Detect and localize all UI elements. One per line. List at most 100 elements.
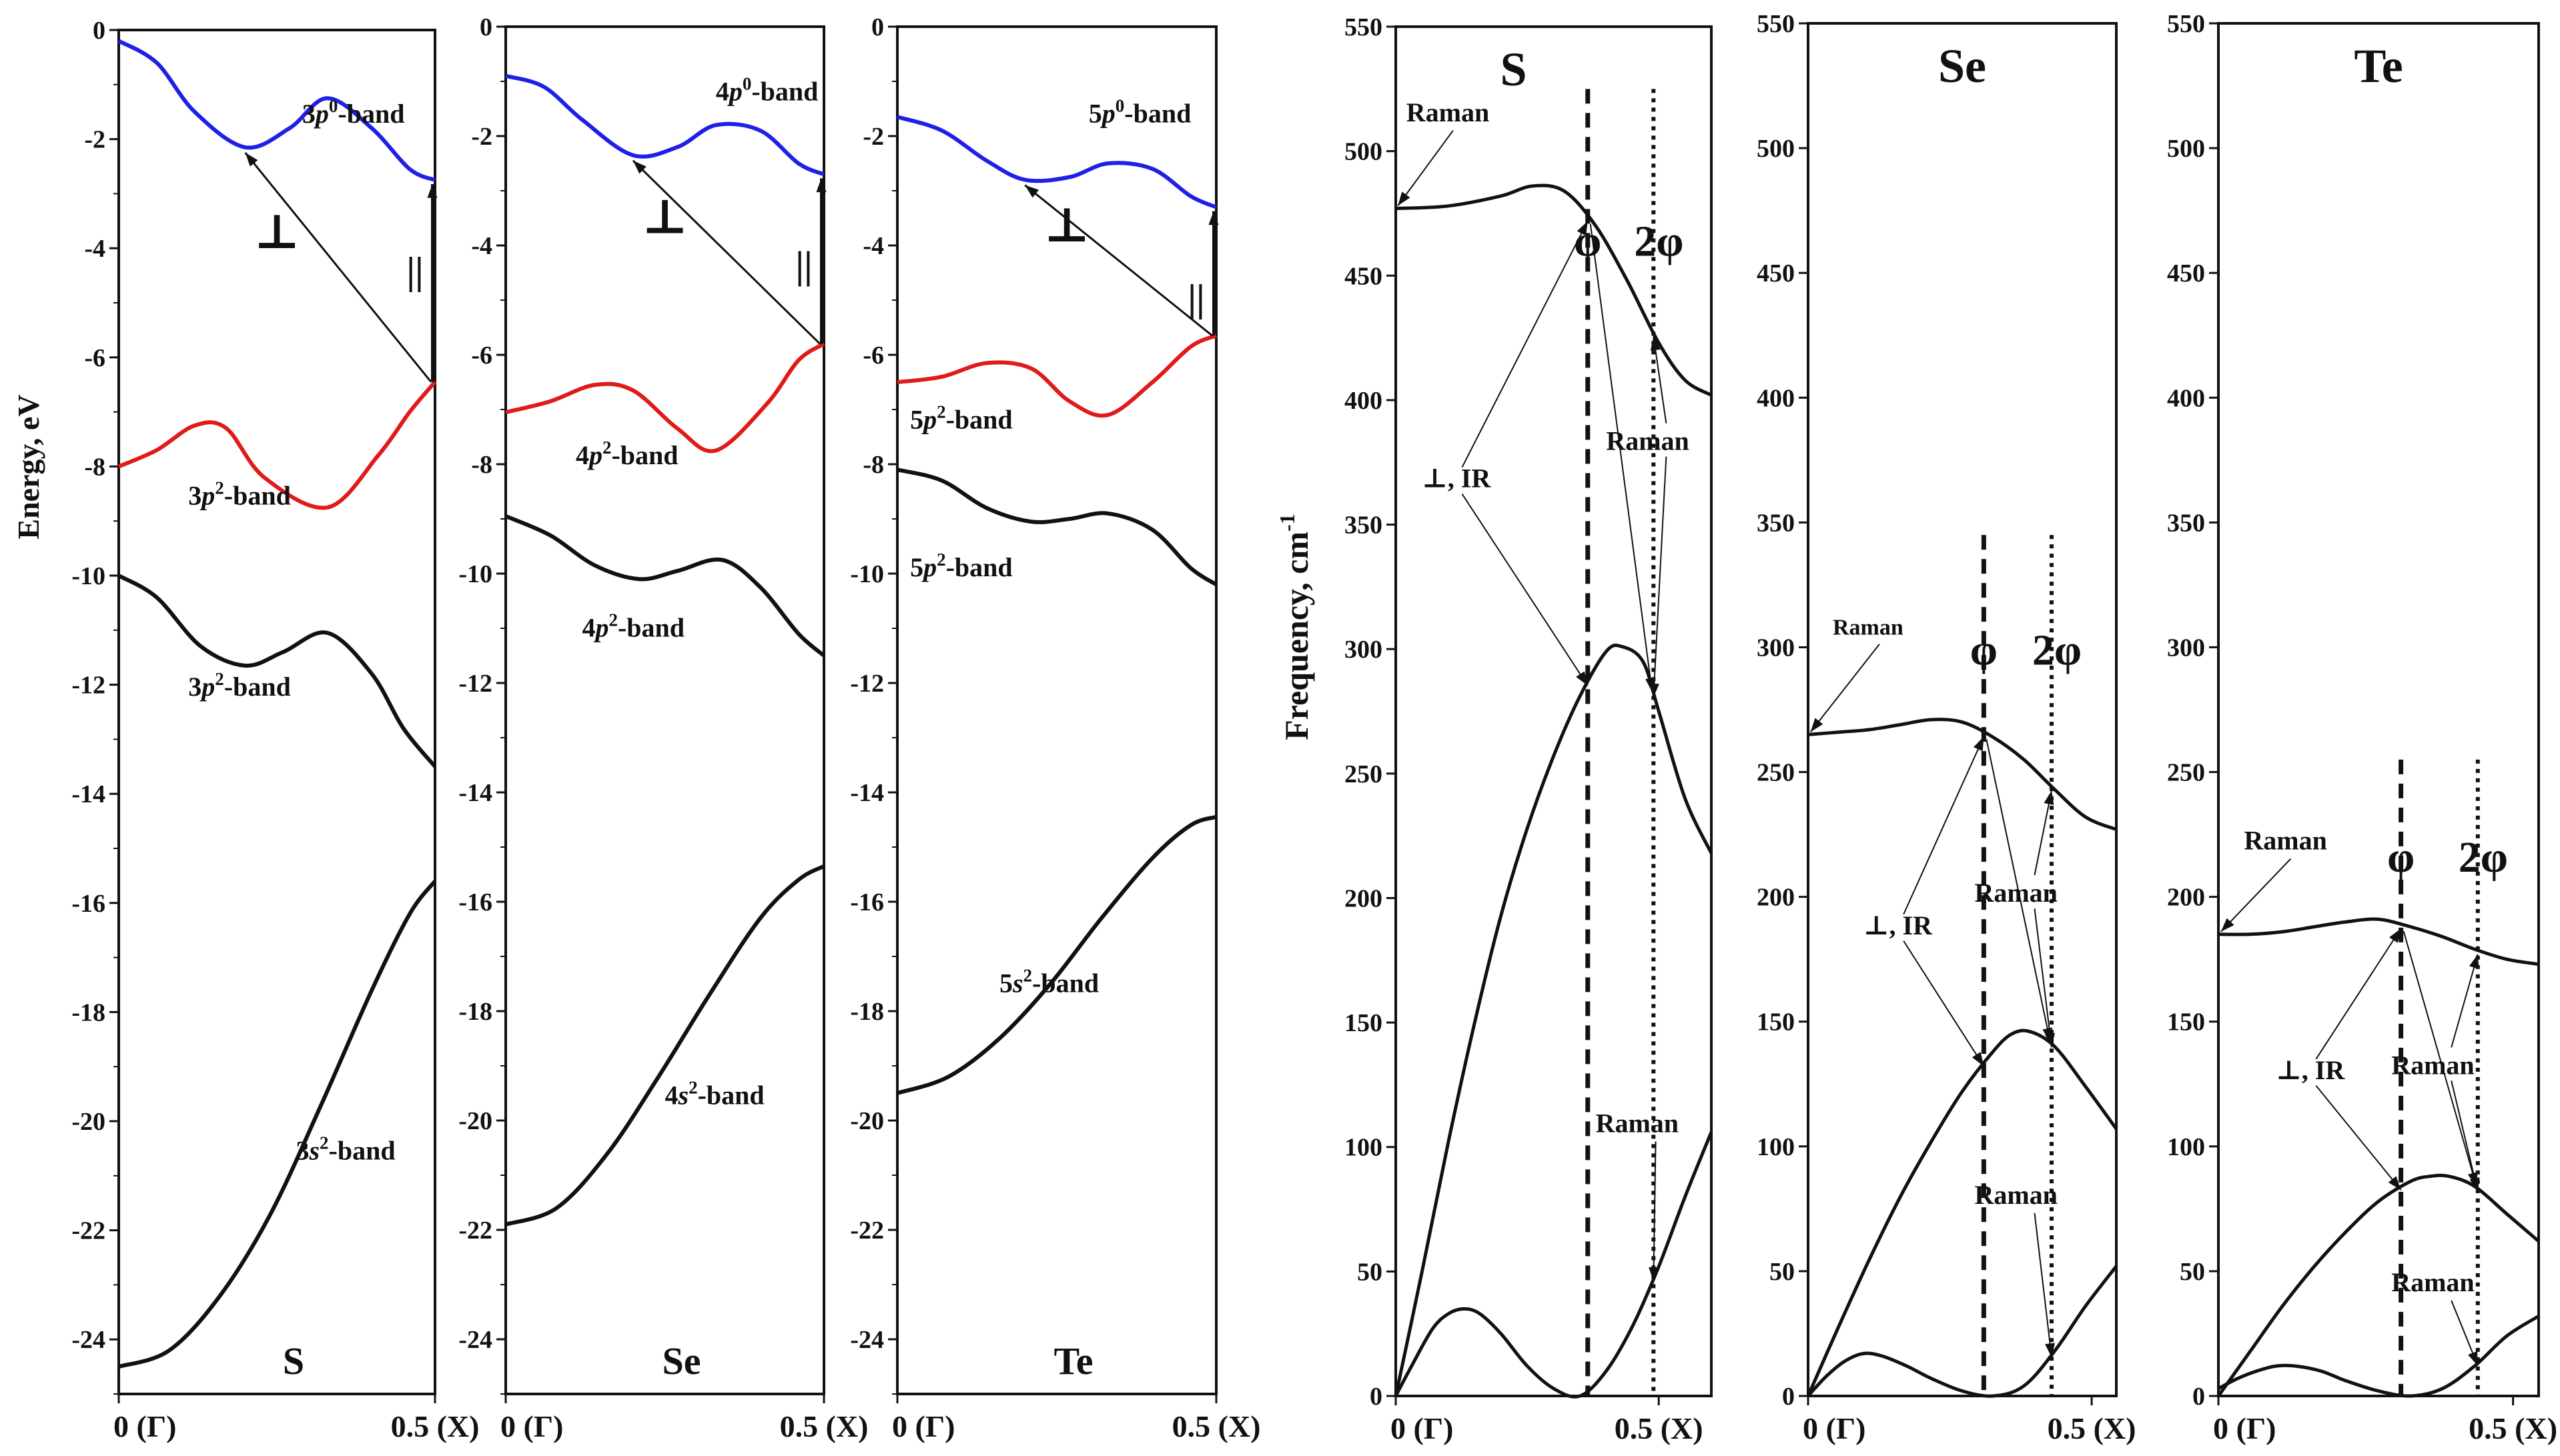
y-tick-label: 400 <box>1344 387 1382 415</box>
annotation-label: ⊥, IR <box>2276 1055 2345 1085</box>
phonon-branch-acoustic-upper <box>1394 643 1713 1397</box>
y-tick-label: 550 <box>1757 10 1795 38</box>
frequency-axis-title-main: Frequency, cm <box>1278 532 1315 740</box>
y-tick-label: 450 <box>2167 259 2205 287</box>
band-label: 5p2-band <box>910 402 1013 435</box>
perpendicular-transition-arrow-head <box>245 152 258 167</box>
parallel-transition-arrow-head <box>1208 211 1219 225</box>
element-label: Te <box>1053 1339 1093 1383</box>
phi-label: φ <box>1970 626 1998 675</box>
raman-cross-pointer <box>2403 930 2477 1187</box>
parallel-transition-arrow-head <box>816 178 827 193</box>
phonon-branch-acoustic-upper <box>2216 1173 2540 1397</box>
y-tick-label: 500 <box>1344 138 1382 166</box>
phonon-branch-optical <box>1395 183 1713 397</box>
raman-pointer-2phi-optical <box>2451 954 2479 1048</box>
x-tick-label: 0 (Γ) <box>1390 1411 1453 1445</box>
ir-pointer-optical <box>1903 736 1985 915</box>
raman-cross-pointer-head <box>2042 1027 2053 1042</box>
raman-pointer-2phi-optical <box>1653 336 1667 424</box>
raman-pointer-2phi-optical <box>2034 790 2052 876</box>
y-tick-label: 0 <box>2192 1383 2205 1411</box>
annotation-label: Raman <box>2391 1050 2474 1080</box>
parallel-symbol: || <box>406 249 424 292</box>
y-tick-label: 350 <box>1757 509 1795 537</box>
phonon-branch-acoustic-lower <box>2217 1315 2540 1398</box>
annotation-label: ⊥, IR <box>1422 464 1491 494</box>
y-tick-label: 500 <box>1757 135 1795 163</box>
parallel-transition-arrow-head <box>427 183 438 198</box>
band-curve-black <box>505 864 825 1227</box>
band-label: 4p0-band <box>716 74 819 107</box>
y-tick-label: 300 <box>1757 634 1795 662</box>
raman-gamma-pointer <box>2220 858 2292 932</box>
element-label: S <box>1500 43 1527 96</box>
frequency-axis-title-exponent: -1 <box>1275 514 1299 532</box>
perpendicular-transition-arrow <box>632 159 821 345</box>
raman-pointer-2phi-acoustic <box>1653 456 1667 698</box>
x-tick-label: 0.5 (X) <box>2048 1411 2136 1445</box>
plot-frame <box>2217 22 2540 1397</box>
y-tick-label: -14 <box>458 779 492 807</box>
element-label: Se <box>1938 39 1986 93</box>
phonon-branch-acoustic-lower <box>1394 1131 1713 1399</box>
band-label: 3s2-band <box>296 1133 395 1165</box>
y-tick-label: 100 <box>1344 1134 1382 1162</box>
y-tick-label: 0 <box>93 17 105 45</box>
y-tick-label: -18 <box>71 998 105 1026</box>
y-tick-label: -14 <box>850 779 884 807</box>
y-tick-label: -8 <box>471 451 492 479</box>
raman-cross-pointer-head <box>2467 1171 2478 1187</box>
x-tick-label: 0.5 (X) <box>391 1409 480 1443</box>
y-tick-label: -18 <box>850 998 884 1026</box>
element-label: Se <box>663 1339 701 1383</box>
perpendicular-symbol: ⊥ <box>254 205 300 259</box>
band-curve-black <box>504 514 825 658</box>
y-tick-label: -10 <box>71 562 105 590</box>
y-tick-label: 0 <box>871 13 884 41</box>
band-curve-red <box>117 380 437 510</box>
y-tick-label: -20 <box>71 1108 105 1136</box>
raman-pointer-lower <box>2034 1213 2052 1358</box>
raman-cross-pointer <box>1986 739 2051 1042</box>
band-curve-black <box>118 880 437 1369</box>
y-tick-label: -6 <box>84 344 105 372</box>
band-curve-black <box>897 468 1218 586</box>
raman-gamma-pointer-head <box>2220 918 2234 932</box>
ir-pointer-optical-head <box>1973 736 1984 752</box>
raman-gamma-pointer-head <box>1398 191 1410 206</box>
raman-pointer-lower <box>1653 1141 1657 1281</box>
y-tick-label: 50 <box>1769 1258 1795 1286</box>
y-tick-label: -16 <box>71 890 105 918</box>
band-curve-black <box>117 574 437 768</box>
panel-phonon-s <box>1386 25 1713 1405</box>
band-label: 5p0-band <box>1089 96 1192 129</box>
element-label: Te <box>2354 39 2403 93</box>
y-tick-label: 550 <box>2167 10 2205 38</box>
x-tick-label: 0.5 (X) <box>780 1409 869 1443</box>
y-tick-label: -12 <box>71 672 105 700</box>
y-tick-label: 450 <box>1757 259 1795 287</box>
y-tick-label: 0 <box>480 13 492 41</box>
perpendicular-symbol: ⊥ <box>642 191 688 244</box>
annotation-label: Raman <box>1406 97 1489 127</box>
y-tick-label: -22 <box>71 1217 105 1245</box>
two-phi-label: 2φ <box>2032 626 2082 675</box>
y-tick-label: 250 <box>1757 759 1795 787</box>
phi-label: φ <box>1574 217 1601 265</box>
band-label: 3p2-band <box>188 478 291 511</box>
y-tick-label: 400 <box>2167 384 2205 412</box>
band-label: 5p2-band <box>910 550 1013 582</box>
element-label: S <box>283 1339 304 1383</box>
raman-gamma-pointer <box>1397 130 1454 207</box>
y-tick-label: -10 <box>850 560 884 588</box>
y-tick-label: -24 <box>850 1326 884 1354</box>
y-tick-label: -12 <box>458 670 492 698</box>
perpendicular-transition-arrow <box>244 151 432 383</box>
raman-pointer-2phi-acoustic <box>2034 908 2052 1048</box>
band-label: 4s2-band <box>665 1077 765 1110</box>
annotation-label: Raman <box>1974 878 2057 908</box>
y-tick-label: 350 <box>1344 512 1382 540</box>
y-tick-label: -20 <box>458 1107 492 1135</box>
annotation-label: ⊥, IR <box>1863 910 1933 940</box>
